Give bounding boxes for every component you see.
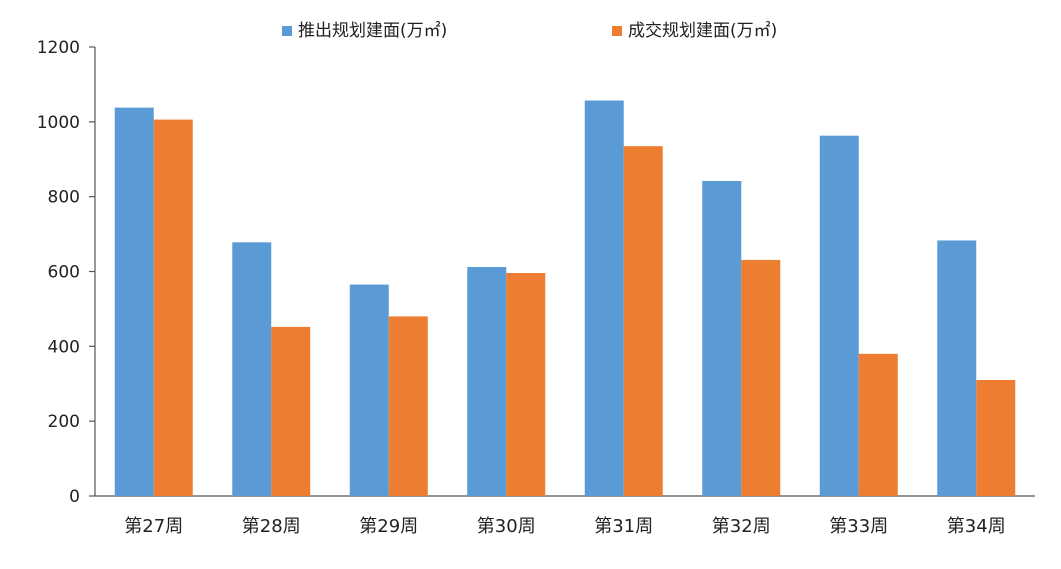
bars — [114, 100, 1016, 497]
y-tick-label: 400 — [48, 337, 80, 357]
y-tick-label: 0 — [69, 487, 80, 507]
y-tick-label: 1200 — [37, 38, 80, 58]
legend-swatch-series-1 — [282, 26, 292, 36]
x-tick-label: 第29周 — [359, 516, 418, 537]
bar-series-2 — [388, 316, 428, 496]
y-tick-label: 800 — [48, 188, 80, 208]
y-tick-label: 200 — [48, 412, 80, 432]
x-tick-label: 第30周 — [477, 516, 536, 537]
bar-series-2 — [741, 259, 781, 496]
bar-series-1 — [584, 100, 624, 497]
bar-series-1 — [937, 240, 977, 496]
bar-series-2 — [506, 272, 546, 496]
x-tick-label: 第33周 — [829, 516, 888, 537]
y-tick-label: 1000 — [37, 113, 80, 133]
legend: 推出规划建面(万㎡) 成交规划建面(万㎡) — [282, 21, 777, 41]
bar-series-1 — [467, 267, 507, 496]
bar-series-1 — [819, 135, 859, 497]
bar-series-2 — [623, 146, 663, 496]
bar-series-2 — [858, 353, 898, 496]
legend-swatch-series-2 — [612, 26, 622, 36]
bar-series-1 — [702, 180, 742, 496]
x-tick-label: 第27周 — [124, 516, 183, 537]
legend-label-series-2: 成交规划建面(万㎡) — [628, 21, 777, 41]
bar-series-1 — [114, 107, 154, 497]
legend-label-series-1: 推出规划建面(万㎡) — [298, 21, 447, 41]
x-tick-label: 第32周 — [712, 516, 771, 537]
x-axis: 第27周 第28周 第29周 第30周 第31周 第32周 第33周 第34周 — [95, 495, 1035, 537]
bar-series-1 — [349, 284, 389, 496]
x-tick-label: 第28周 — [242, 516, 301, 537]
bar-series-2 — [976, 380, 1016, 496]
y-tick-label: 600 — [48, 263, 80, 283]
x-tick-label: 第31周 — [594, 516, 653, 537]
x-tick-label: 第34周 — [947, 516, 1006, 537]
bar-series-1 — [232, 242, 272, 496]
bar-series-2 — [153, 119, 193, 497]
y-axis: 0 200 400 600 800 1000 1200 — [37, 38, 96, 507]
bar-series-2 — [271, 326, 311, 496]
